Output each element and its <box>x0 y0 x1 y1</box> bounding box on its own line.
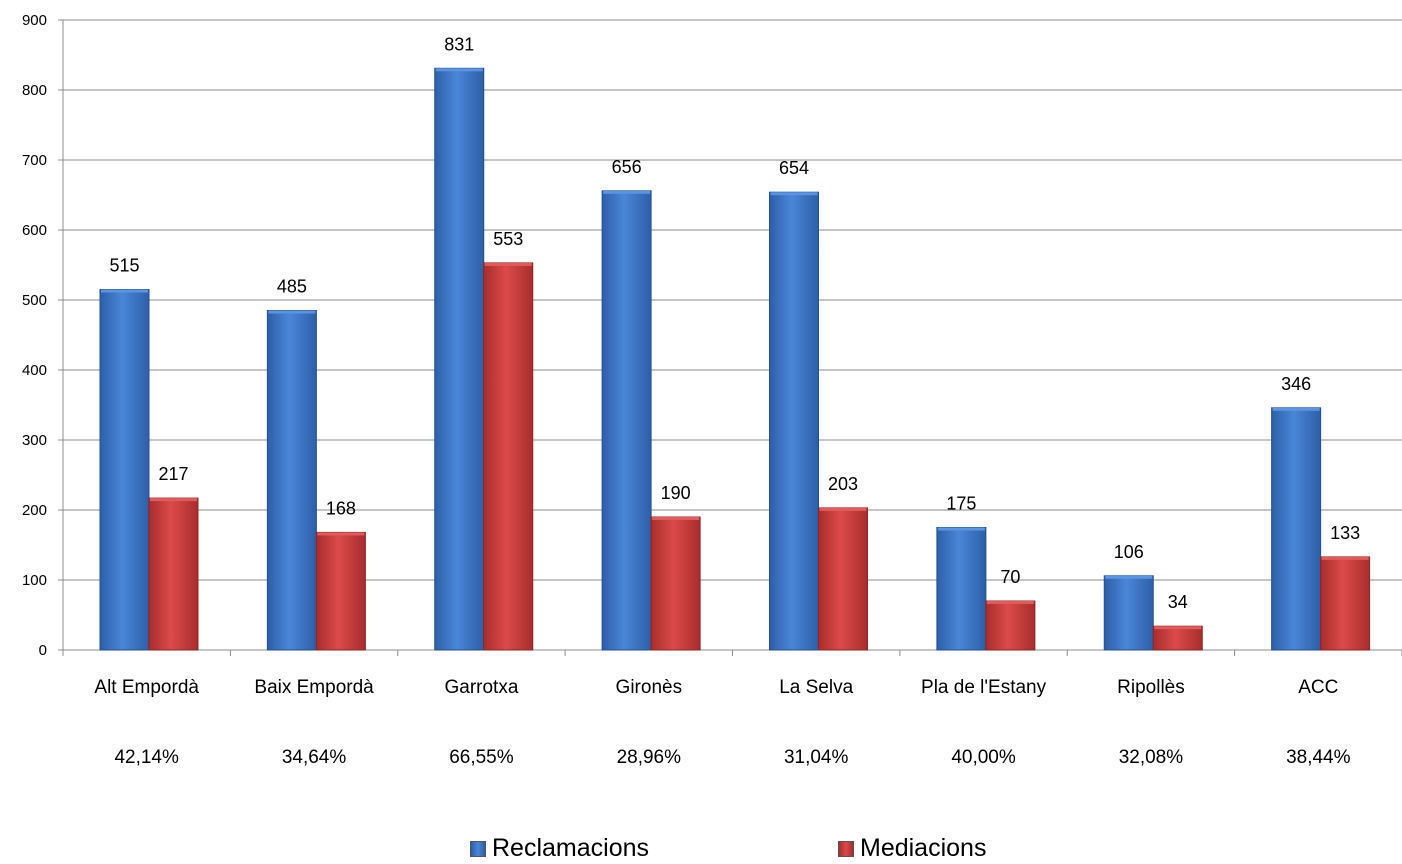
x-category-label: Garrotxa <box>444 677 518 698</box>
percentage-label: 42,14% <box>114 747 179 768</box>
bar-mediacions <box>1152 625 1203 651</box>
bar-chart: 0 100 200 300 400 500 600 700 800 900 515 217 Alt Em… <box>22 12 1402 768</box>
bar-top-highlight <box>652 517 700 520</box>
bar-top-highlight <box>770 192 818 196</box>
bar-top-highlight <box>1154 626 1202 630</box>
percentage-label: 40,00% <box>951 747 1016 768</box>
data-label: 831 <box>444 34 474 54</box>
bar-reclamacions <box>1103 575 1154 651</box>
bar-top-highlight <box>819 507 867 511</box>
data-label: 217 <box>158 464 188 484</box>
bar-top-highlight <box>986 601 1034 604</box>
bar-mediacions <box>483 262 534 651</box>
data-label: 175 <box>946 494 976 514</box>
bar-top-highlight <box>317 532 365 536</box>
data-label: 70 <box>1000 567 1020 587</box>
y-tick-label: 200 <box>22 502 47 519</box>
percentage-label: 38,44% <box>1286 747 1351 768</box>
x-category-label: Gironès <box>616 677 683 698</box>
bar-mediacions <box>650 516 701 651</box>
percentage-label: 66,55% <box>449 747 514 768</box>
x-category-label: Ripollès <box>1117 677 1185 698</box>
data-label: 133 <box>1330 523 1360 543</box>
bar-reclamacions <box>936 527 987 651</box>
y-tick-label: 800 <box>22 82 47 99</box>
y-tick-label: 600 <box>22 222 47 239</box>
x-category-label: La Selva <box>779 677 853 698</box>
bar-top-highlight <box>268 310 316 314</box>
bar-mediacions <box>315 531 366 651</box>
data-label: 656 <box>612 157 642 177</box>
gridlines <box>58 19 1402 651</box>
bar-reclamacions <box>601 190 652 651</box>
data-label: 190 <box>661 483 691 503</box>
legend-swatch-blue <box>470 840 486 857</box>
data-label: 485 <box>277 277 307 297</box>
data-label: 106 <box>1114 542 1144 562</box>
legend-label: Reclamacions <box>492 834 650 862</box>
data-label: 515 <box>109 256 139 276</box>
legend-item-mediacions: Mediacions <box>838 834 986 863</box>
legend-item-reclamacions: Reclamacions <box>470 834 649 863</box>
percentage-label: 28,96% <box>617 747 682 768</box>
axes <box>62 20 1402 656</box>
x-category-label: Pla de l'Estany <box>921 677 1047 698</box>
x-category-label: Alt Empordà <box>94 677 199 698</box>
y-tick-label: 900 <box>22 12 47 29</box>
bar-top-highlight <box>435 68 483 72</box>
percentage-label: 34,64% <box>282 747 347 768</box>
bar-top-highlight <box>484 262 532 266</box>
percentage-label: 32,08% <box>1119 747 1184 768</box>
data-label: 168 <box>326 498 356 518</box>
data-label: 346 <box>1281 374 1311 394</box>
data-label: 553 <box>493 229 523 249</box>
bar-top-highlight <box>150 498 197 502</box>
bar-reclamacions <box>266 310 317 651</box>
data-label: 34 <box>1168 592 1188 612</box>
labels: 0 100 200 300 400 500 600 700 800 900 515 217 Alt Em… <box>22 12 1360 768</box>
bar-reclamacions <box>434 67 485 651</box>
bar-reclamacions <box>99 289 150 651</box>
bar-mediacions <box>818 507 868 651</box>
bar-top-highlight <box>1272 407 1320 411</box>
y-tick-label: 0 <box>39 642 47 659</box>
bars <box>99 67 1371 651</box>
legend: Reclamacions Mediacions <box>0 834 1402 864</box>
bar-reclamacions <box>1271 407 1322 651</box>
x-category-label: Baix Empordà <box>254 677 374 698</box>
legend-swatch-red <box>838 840 854 857</box>
bar-mediacions <box>985 600 1036 651</box>
bar-mediacions <box>1320 556 1371 651</box>
bar-top-highlight <box>603 190 651 194</box>
bar-top-highlight <box>1321 556 1369 560</box>
percentage-label: 31,04% <box>784 747 849 768</box>
bar-top-highlight <box>1105 575 1153 579</box>
y-tick-label: 300 <box>22 432 47 449</box>
bar-top-highlight <box>101 289 148 293</box>
y-tick-label: 400 <box>22 362 47 379</box>
bar-reclamacions <box>769 191 819 651</box>
data-label: 203 <box>828 474 858 494</box>
bar-mediacions <box>148 497 199 651</box>
legend-label: Mediacions <box>860 834 987 862</box>
y-tick-label: 500 <box>22 292 47 309</box>
x-category-label: ACC <box>1298 677 1338 698</box>
y-tick-label: 100 <box>22 572 47 589</box>
y-tick-label: 700 <box>22 152 47 169</box>
data-label: 654 <box>779 158 809 178</box>
bar-top-highlight <box>937 527 985 531</box>
